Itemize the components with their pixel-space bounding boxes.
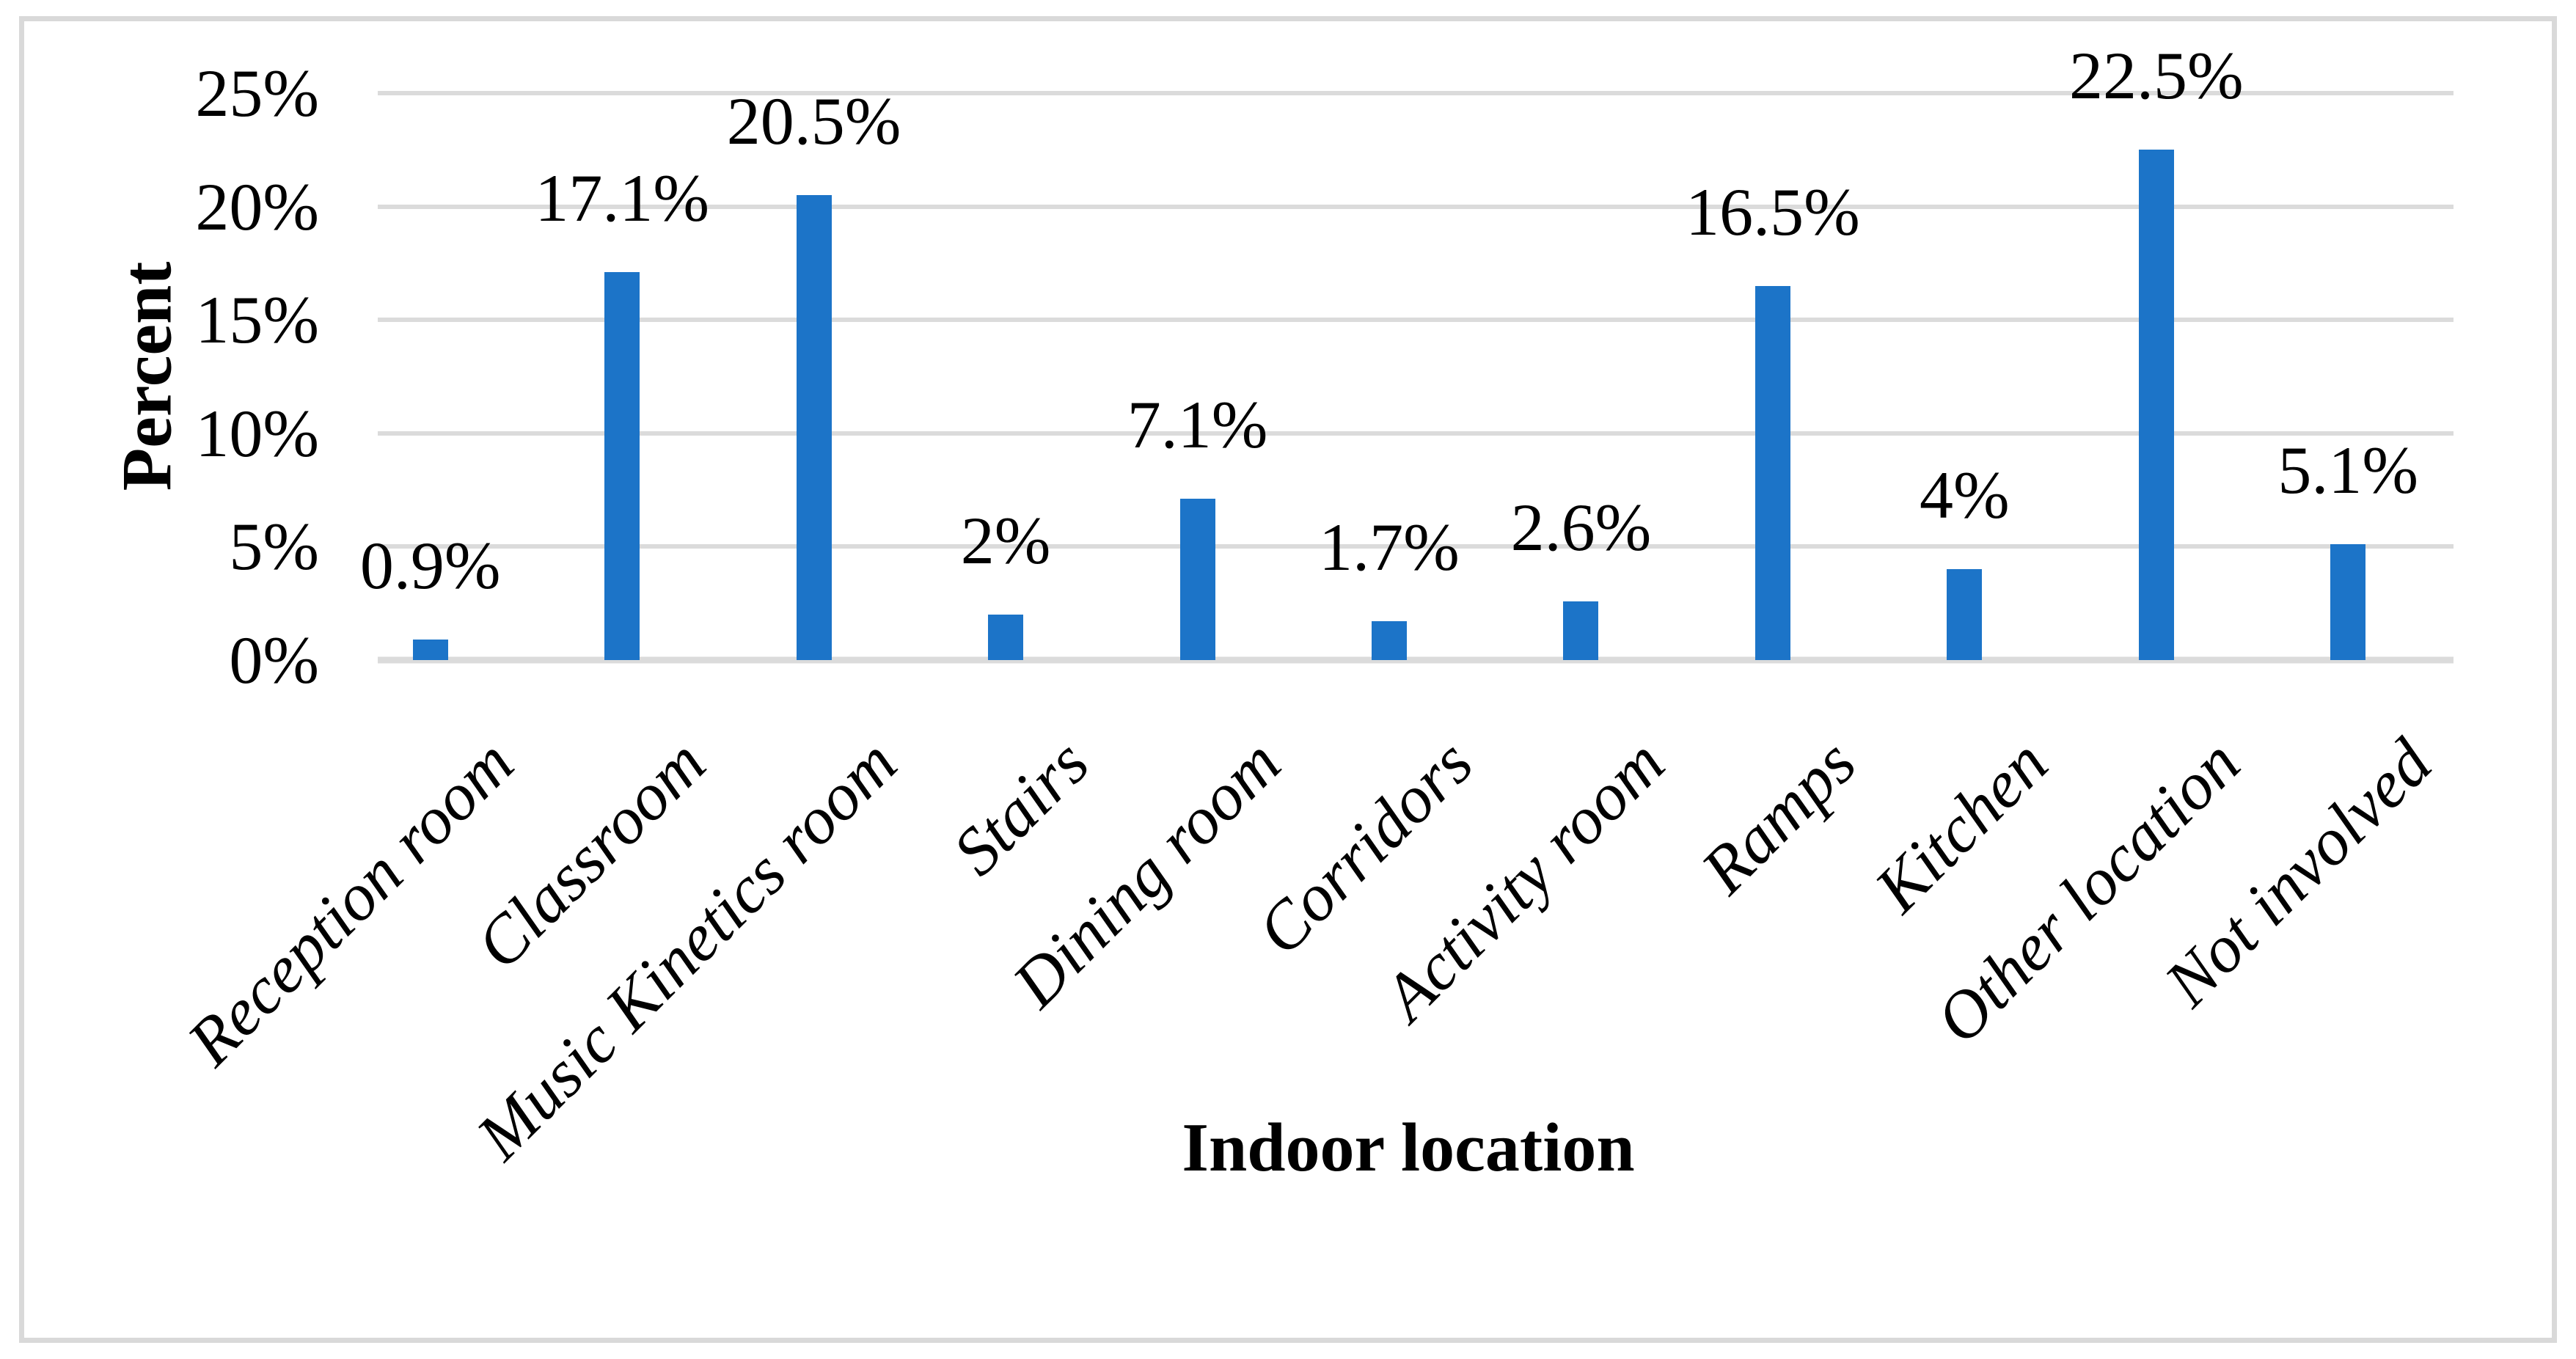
- bar: [2138, 150, 2174, 660]
- bar: [1371, 621, 1407, 660]
- y-tick-label: 5%: [229, 509, 319, 585]
- bar-value-label: 22.5%: [2068, 38, 2244, 114]
- bar: [1179, 499, 1215, 660]
- bar-value-label: 2%: [960, 503, 1051, 579]
- bar-value-label: 4%: [1920, 458, 2010, 533]
- category-slot: 2% Stairs: [910, 93, 1103, 889]
- y-tick-label: 0%: [229, 623, 319, 697]
- gridline: [378, 204, 2454, 209]
- y-axis: 0% 5% 10% 15% 20% 25%: [73, 59, 319, 694]
- gridline: [378, 544, 2454, 549]
- plot-area: 0.9% Reception room 17.1% Classroom 20.5% Mus…: [173, 42, 2454, 1173]
- category-slot: 22.5% Other location: [1921, 42, 2253, 1058]
- bar-value-label: 1.7%: [1319, 510, 1460, 585]
- bar-value-label: 2.6%: [1510, 489, 1652, 565]
- gridline: [378, 431, 2454, 436]
- x-axis-title: Indoor location: [1182, 1110, 1635, 1186]
- figure-frame: [19, 16, 2557, 1343]
- category-slot: 4% Kitchen: [1860, 93, 2061, 926]
- bar: [604, 272, 640, 660]
- x-axis-baseline: [378, 656, 2454, 664]
- y-tick-label: 10%: [195, 395, 319, 471]
- category-slot: 17.1% Classroom: [461, 93, 720, 983]
- bar: [1754, 285, 1790, 660]
- y-tick-label: 20%: [195, 169, 319, 244]
- y-tick-label: 25%: [195, 56, 319, 131]
- category-slot: 5.1% Not involved: [2150, 93, 2445, 1020]
- bar-value-label: 7.1%: [1127, 387, 1268, 463]
- bar-value-label: 0.9%: [359, 528, 501, 604]
- bar-value-label: 5.1%: [2277, 433, 2419, 508]
- gridline: [378, 91, 2454, 95]
- bar: [796, 195, 832, 660]
- category-slot: 1.7% Corridors: [1243, 93, 1486, 968]
- category-slot: 0.9% Reception room: [173, 93, 527, 1080]
- category-slot: 2.6% Activity room: [1369, 93, 1678, 1035]
- y-tick-label: 15%: [195, 282, 319, 358]
- bar: [1563, 601, 1599, 660]
- bar-value-label: 16.5%: [1686, 174, 1860, 249]
- gridline: [378, 318, 2454, 323]
- bar: [988, 615, 1024, 660]
- bar-value-label: 20.5%: [726, 84, 901, 159]
- bar: [2330, 544, 2366, 660]
- category-slot: 7.1% Dining room: [998, 93, 1295, 1021]
- category-slot: 16.5% Ramps: [1677, 93, 1870, 908]
- bar: [1947, 569, 1983, 660]
- bar: [412, 640, 448, 660]
- category-slot: 20.5% Music Kinetics room: [462, 87, 911, 1173]
- bars-layer: 0.9% Reception room 17.1% Classroom 20.5% Mus…: [173, 42, 2445, 1173]
- bar-value-label: 17.1%: [535, 161, 709, 236]
